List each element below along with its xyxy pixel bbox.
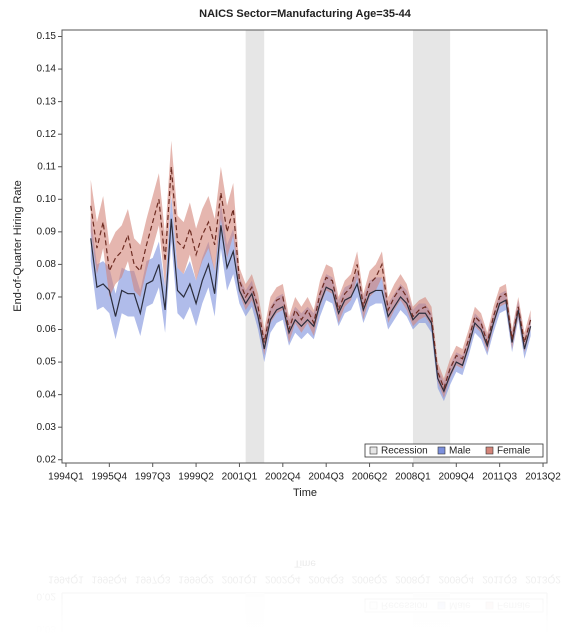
x-tick-label: 1995Q4 (92, 472, 128, 483)
y-tick-label: 0.15 (37, 31, 57, 42)
confidence-band (90, 196, 531, 402)
recession-shade (245, 30, 265, 463)
series-line (90, 218, 532, 393)
legend-box (364, 443, 544, 458)
x-tick-label: 1999Q2 (178, 472, 214, 483)
x-axis-label: Time (293, 487, 317, 499)
series-line (90, 166, 532, 390)
x-tick-label: 1997Q3 (135, 472, 171, 483)
y-axis-label: End-of-Quarter Hiring Rate (12, 180, 24, 311)
y-tick-label: 0.02 (37, 454, 57, 465)
x-tick-label: 2009Q4 (438, 472, 474, 483)
y-tick-label: 0.09 (37, 226, 57, 237)
y-tick-label: 0.03 (37, 422, 57, 433)
x-tick-label: 2008Q1 (395, 472, 431, 483)
legend-swatch (485, 446, 494, 455)
legend-swatch (437, 446, 446, 455)
y-tick-label: 0.07 (37, 292, 57, 303)
y-tick-label: 0.10 (37, 194, 57, 205)
x-tick-label: 2004Q3 (308, 472, 344, 483)
legend-label: Male (449, 446, 471, 457)
plot-area: 0.02 0.03 0.04 0.05 0.06 0.07 0.08 0.09 0.10 0.11… (37, 29, 561, 483)
y-tick-label: 0.05 (37, 357, 57, 368)
x-tick-label: 2013Q2 (525, 472, 561, 483)
y-tick-label: 0.11 (37, 161, 56, 172)
x-tick-label: 2006Q2 (352, 472, 388, 483)
y-tick-label: 0.12 (37, 129, 57, 140)
reflection-fade (0, 545, 587, 634)
legend-label: Recession (381, 446, 428, 457)
plot-frame (61, 29, 548, 464)
legend-swatch (369, 446, 378, 455)
x-tick-label: 2001Q1 (222, 472, 258, 483)
y-tick-label: 0.14 (37, 64, 57, 75)
y-tick-label: 0.04 (37, 389, 57, 400)
y-tick-label: 0.06 (37, 324, 57, 335)
x-tick-label: 2011Q3 (482, 472, 517, 483)
y-tick-label: 0.13 (37, 96, 57, 107)
legend-label: Female (497, 446, 531, 457)
y-tick-label: 0.08 (37, 259, 57, 270)
x-tick-label: 1994Q1 (48, 472, 84, 483)
x-tick-label: 2002Q4 (265, 472, 301, 483)
chart-title: NAICS Sector=Manufacturing Age=35-44 (199, 8, 412, 20)
